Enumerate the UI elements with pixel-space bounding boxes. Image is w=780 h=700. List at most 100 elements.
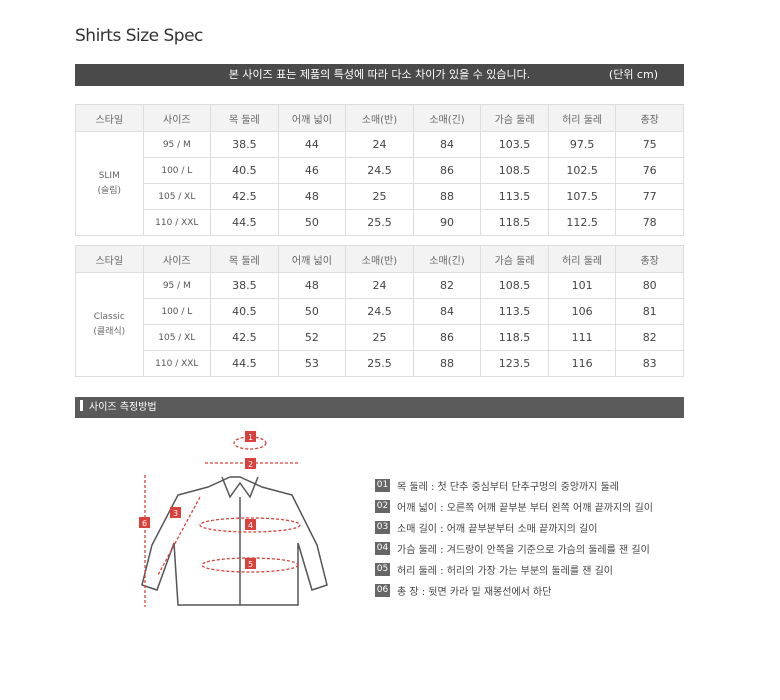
value-cell: 84 (412, 298, 482, 325)
table-row: 110 / XXL 44.5 50 25.5 90 118.5 112.5 78 (76, 209, 684, 236)
value-cell: 52 (277, 324, 347, 351)
value-cell: 75 (615, 131, 684, 158)
header-row: 스타일 사이즈 목 둘레 어깨 넓이 소매(반) 소매(긴) 가슴 둘레 허리 둘레 총장 (75, 104, 684, 132)
style-name-kr: (클래식) (93, 326, 126, 337)
value-cell: 25.5 (345, 350, 414, 377)
marker-label: 3 (173, 509, 178, 518)
value-cell: 107.5 (547, 183, 617, 210)
legend-number: 05 (375, 563, 390, 576)
column-header: 소매(반) (345, 245, 414, 273)
value-cell: 76 (615, 157, 684, 184)
column-header: 소매(긴) (412, 245, 482, 273)
value-cell: 42.5 (210, 324, 279, 351)
value-cell: 123.5 (480, 350, 549, 377)
style-cell: Classic (클래식) (75, 272, 144, 377)
value-cell: 50 (277, 209, 347, 236)
column-header: 가슴 둘레 (480, 245, 549, 273)
value-cell: 82 (412, 272, 482, 299)
column-header: 사이즈 (142, 104, 212, 132)
section-header: 사이즈 측정방법 (75, 397, 684, 418)
value-cell: 90 (412, 209, 482, 236)
style-name: Classic (93, 311, 125, 322)
marker-label: 4 (248, 521, 253, 530)
size-table-slim: 스타일 사이즈 목 둘레 어깨 넓이 소매(반) 소매(긴) 가슴 둘레 허리 둘레 총장 SLI… (75, 104, 684, 236)
value-cell: 78 (615, 209, 684, 236)
value-cell: 86 (412, 324, 482, 351)
column-header: 허리 둘레 (547, 245, 617, 273)
value-cell: 81 (615, 298, 684, 325)
column-header: 목 둘레 (210, 104, 279, 132)
marker-label: 6 (142, 519, 147, 528)
marker-4 (245, 519, 256, 530)
size-table-classic: 스타일 사이즈 목 둘레 어깨 넓이 소매(반) 소매(긴) 가슴 둘레 허리 둘레 총장 Cla… (75, 245, 684, 377)
unit-label: (단위 cm) (608, 68, 658, 81)
section-title: 사이즈 측정방법 (89, 402, 157, 413)
value-cell: 40.5 (210, 157, 279, 184)
marker-label: 5 (248, 560, 253, 569)
value-cell: 113.5 (480, 298, 549, 325)
column-header: 총장 (615, 245, 684, 273)
table-row: 100 / L 40.5 50 24.5 84 113.5 106 81 (76, 298, 684, 325)
column-header: 가슴 둘레 (480, 104, 549, 132)
value-cell: 38.5 (210, 131, 279, 158)
value-cell: 44.5 (210, 209, 279, 236)
legend-number: 01 (375, 479, 390, 492)
column-header: 스타일 (75, 245, 144, 273)
value-cell: 106 (547, 298, 617, 325)
column-header: 스타일 (75, 104, 144, 132)
table-row: 100 / L 40.5 46 24.5 86 108.5 102.5 76 (76, 157, 684, 184)
marker-label: 1 (248, 433, 253, 442)
value-cell: 25 (345, 324, 414, 351)
table-row: Classic (클래식) 95 / M 38.5 48 24 82 108.5 101 80 (75, 272, 684, 377)
column-header: 총장 (615, 104, 684, 132)
table-row: 110 / XXL 44.5 53 25.5 88 123.5 116 83 (76, 350, 684, 377)
column-header: 허리 둘레 (547, 104, 617, 132)
style-name: SLIM (98, 170, 120, 181)
value-cell: 113.5 (480, 183, 549, 210)
style-cell: SLIM (슬림) (75, 131, 144, 236)
value-cell: 50 (277, 298, 347, 325)
value-cell: 88 (412, 183, 482, 210)
size-cell: 100 / L (142, 298, 212, 325)
legend-item: 04 가슴 둘레 : 겨드랑이 안쪽을 기준으로 가슴의 둘레를 잰 길이 (375, 538, 653, 559)
value-cell: 80 (615, 272, 684, 299)
notice-bar: 본 사이즈 표는 제품의 특성에 따라 다소 차이가 있을 수 있습니다. (단… (75, 64, 684, 86)
notice-message: 본 사이즈 표는 제품의 특성에 따라 다소 차이가 있을 수 있습니다. (228, 68, 531, 81)
legend-text: 소매 길이 : 어깨 끝부분부터 소매 끝까지의 길이 (397, 524, 598, 535)
size-cell: 100 / L (142, 157, 212, 184)
value-cell: 108.5 (480, 157, 549, 184)
page-title: Shirts Size Spec (75, 26, 203, 46)
column-header: 어깨 넓이 (277, 245, 347, 273)
table-row: 105 / XL 42.5 48 25 88 113.5 107.5 77 (76, 183, 684, 210)
table-row: 105 / XL 42.5 52 25 86 118.5 111 82 (76, 324, 684, 351)
value-cell: 38.5 (210, 272, 279, 299)
legend-number: 03 (375, 521, 390, 534)
size-cell: 95 / M (142, 131, 212, 158)
value-cell: 24 (345, 131, 414, 158)
value-cell: 118.5 (480, 324, 549, 351)
value-cell: 108.5 (480, 272, 549, 299)
value-cell: 102.5 (547, 157, 617, 184)
legend-item: 02 어깨 넓이 : 오른쪽 어깨 끝부분 부터 왼쪽 어깨 끝까지의 길이 (375, 496, 653, 517)
legend-item: 03 소매 길이 : 어깨 끝부분부터 소매 끝까지의 길이 (375, 517, 653, 538)
legend-text: 총 장 : 뒷면 카라 밑 재봉선에서 하단 (397, 587, 552, 598)
marker-1 (245, 431, 256, 442)
column-header: 소매(반) (345, 104, 414, 132)
marker-2 (245, 458, 256, 469)
size-cell: 95 / M (142, 272, 212, 299)
style-name-kr: (슬림) (97, 185, 122, 196)
legend-item: 06 총 장 : 뒷면 카라 밑 재봉선에서 하단 (375, 580, 653, 601)
value-cell: 53 (277, 350, 347, 377)
value-cell: 88 (412, 350, 482, 377)
column-header: 어깨 넓이 (277, 104, 347, 132)
marker-5 (245, 558, 256, 569)
column-header: 사이즈 (142, 245, 212, 273)
value-cell: 24 (345, 272, 414, 299)
value-cell: 24.5 (345, 157, 414, 184)
marker-label: 2 (248, 460, 253, 469)
legend-text: 어깨 넓이 : 오른쪽 어깨 끝부분 부터 왼쪽 어깨 끝까지의 길이 (397, 503, 653, 514)
value-cell: 111 (547, 324, 617, 351)
value-cell: 40.5 (210, 298, 279, 325)
size-cell: 105 / XL (142, 324, 212, 351)
value-cell: 44 (277, 131, 347, 158)
